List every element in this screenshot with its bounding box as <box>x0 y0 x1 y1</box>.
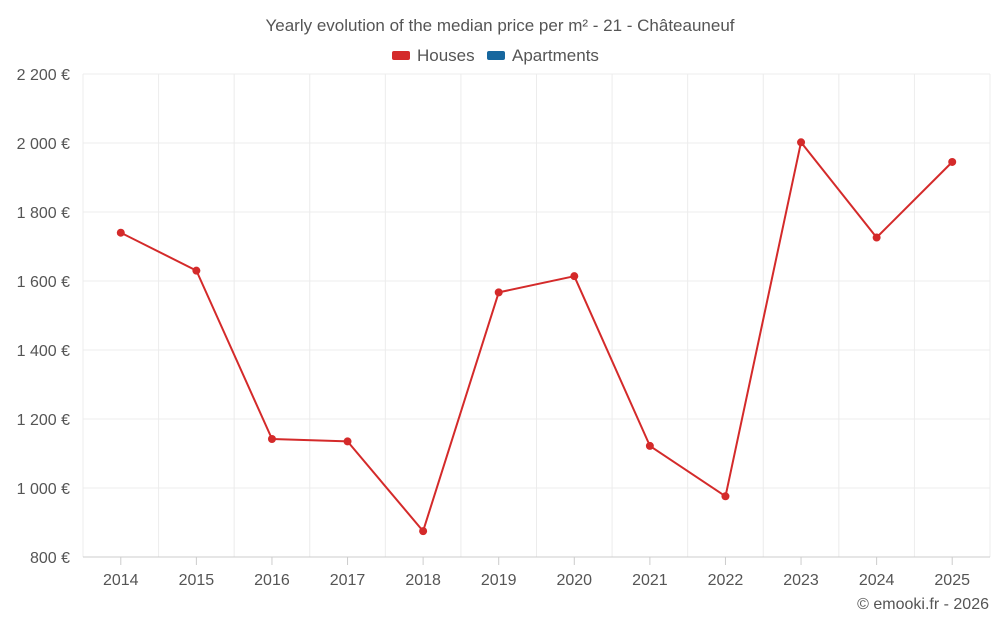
x-tick-label: 2022 <box>708 572 744 589</box>
data-point-houses-2014[interactable] <box>116 228 125 237</box>
legend-swatch-apartments <box>487 51 505 60</box>
legend-label-houses: Houses <box>417 46 475 65</box>
x-tick-label: 2015 <box>179 572 215 589</box>
series-line-houses <box>120 141 953 533</box>
data-point-houses-2016[interactable] <box>267 435 276 444</box>
legend-item-apartments[interactable]: Apartments <box>487 46 599 65</box>
series-layer <box>116 138 957 536</box>
x-tick-label: 2019 <box>481 572 517 589</box>
data-point-houses-2024[interactable] <box>872 233 881 242</box>
gridlines <box>82 73 991 557</box>
data-point-houses-2025[interactable] <box>948 157 957 166</box>
x-tick-label: 2025 <box>934 572 970 589</box>
x-tick-label: 2014 <box>103 572 139 589</box>
legend: Houses Apartments <box>392 46 599 65</box>
y-tick-label: 1 200 € <box>17 412 70 429</box>
x-tick-label: 2016 <box>254 572 290 589</box>
x-tick-label: 2017 <box>330 572 366 589</box>
data-point-houses-2015[interactable] <box>192 266 201 275</box>
data-point-houses-2021[interactable] <box>645 441 654 450</box>
y-tick-label: 2 000 € <box>17 136 70 153</box>
y-tick-label: 1 600 € <box>17 274 70 291</box>
data-point-houses-2020[interactable] <box>570 272 579 281</box>
data-point-houses-2019[interactable] <box>494 288 503 297</box>
chart-title: Yearly evolution of the median price per… <box>265 16 734 35</box>
legend-label-apartments: Apartments <box>512 46 599 65</box>
y-tick-label: 1 400 € <box>17 343 70 360</box>
x-tick-label: 2020 <box>556 572 592 589</box>
x-tick-label: 2024 <box>859 572 895 589</box>
legend-swatch-houses <box>392 51 410 60</box>
x-tick-label: 2018 <box>405 572 441 589</box>
y-tick-label: 2 200 € <box>17 67 70 84</box>
data-point-houses-2017[interactable] <box>343 437 352 446</box>
data-point-houses-2018[interactable] <box>419 527 428 536</box>
credit-text: © emooki.fr - 2026 <box>857 596 989 613</box>
y-tick-label: 800 € <box>30 550 70 567</box>
axes: 800 € 1 000 € 1 200 € 1 400 € 1 600 € 1 800 €… <box>17 67 990 589</box>
y-tick-label: 1 000 € <box>17 481 70 498</box>
data-point-houses-2023[interactable] <box>797 138 806 147</box>
y-tick-label: 1 800 € <box>17 205 70 222</box>
x-tick-label: 2021 <box>632 572 668 589</box>
data-point-houses-2022[interactable] <box>721 492 730 501</box>
x-tick-label: 2023 <box>783 572 819 589</box>
legend-item-houses[interactable]: Houses <box>392 46 475 65</box>
